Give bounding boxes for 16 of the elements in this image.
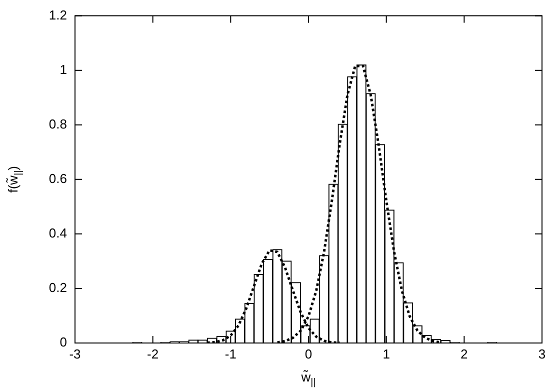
y-tick-label: 1.2 bbox=[48, 7, 67, 22]
y-tick-label: 0.2 bbox=[48, 280, 67, 296]
x-tick-label: 0 bbox=[304, 346, 312, 362]
y-axis-title: f(w̃||) bbox=[5, 166, 24, 193]
x-tick-label: -1 bbox=[224, 346, 236, 362]
x-axis-title: w̃|| bbox=[300, 369, 316, 388]
y-tick-label: 0.6 bbox=[48, 170, 67, 186]
x-tick-label: 1 bbox=[382, 346, 390, 362]
y-tick-label: 1 bbox=[60, 62, 67, 77]
x-tick-label: -3 bbox=[69, 346, 81, 362]
x-tick-label: 3 bbox=[538, 346, 546, 362]
x-tick-label: -2 bbox=[147, 346, 159, 362]
y-tick-label: 0.4 bbox=[48, 226, 67, 241]
x-tick-label: 2 bbox=[460, 346, 468, 362]
y-tick-label: 0 bbox=[60, 334, 67, 350]
y-tick-label: 0.8 bbox=[48, 116, 67, 132]
